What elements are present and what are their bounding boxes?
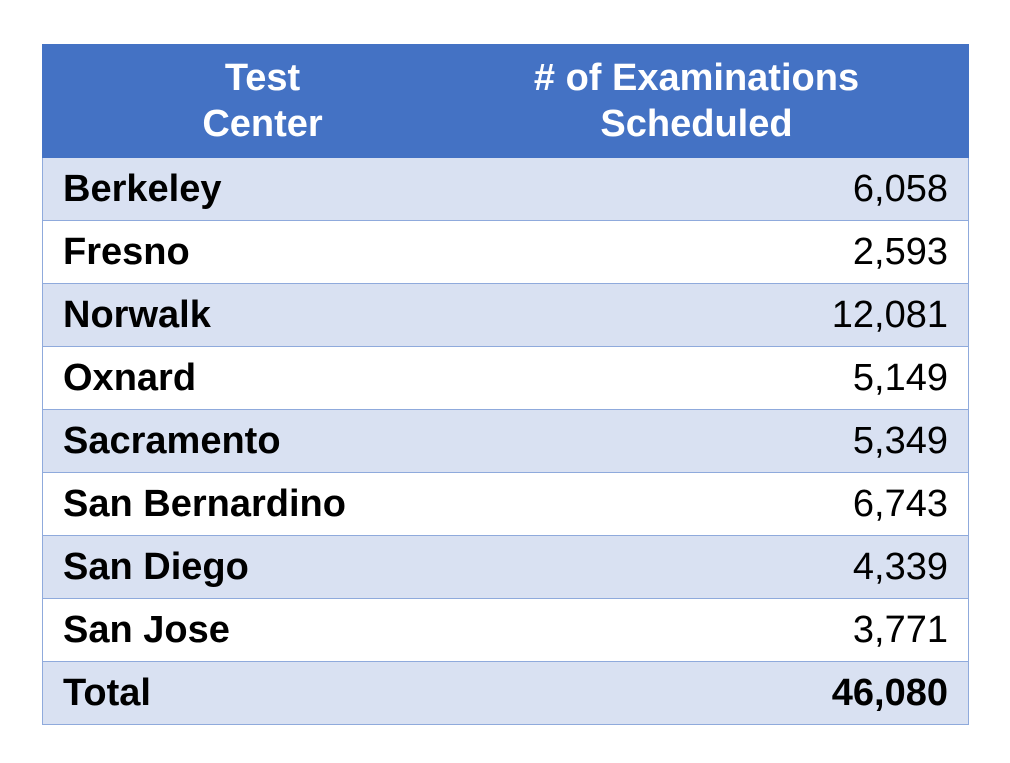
row-exam-count: 12,081 — [478, 283, 969, 347]
total-row: Total 46,080 — [42, 661, 969, 725]
row-exam-count: 6,058 — [478, 157, 969, 221]
table-row: Fresno 2,593 — [42, 220, 969, 284]
table-row: San Jose 3,771 — [42, 598, 969, 662]
row-exam-count: 2,593 — [478, 220, 969, 284]
table-row: Oxnard 5,149 — [42, 346, 969, 410]
examinations-table: Test Center # of Examinations Scheduled … — [42, 44, 969, 725]
row-exam-count: 5,349 — [478, 409, 969, 473]
row-center-name: San Diego — [42, 535, 479, 599]
header-row: Test Center # of Examinations Scheduled — [42, 44, 969, 158]
table-header: Test Center # of Examinations Scheduled — [42, 44, 969, 158]
table-row: San Bernardino 6,743 — [42, 472, 969, 536]
header-test-center: Test Center — [42, 44, 479, 158]
table-row: Berkeley 6,058 — [42, 157, 969, 221]
row-exam-count: 4,339 — [478, 535, 969, 599]
table-row: San Diego 4,339 — [42, 535, 969, 599]
row-exam-count: 3,771 — [478, 598, 969, 662]
row-center-name: Oxnard — [42, 346, 479, 410]
header-exams-scheduled-line-2: Scheduled — [600, 103, 793, 145]
row-center-name: Berkeley — [42, 157, 479, 221]
row-center-name: San Jose — [42, 598, 479, 662]
row-center-name: Sacramento — [42, 409, 479, 473]
row-center-name: Fresno — [42, 220, 479, 284]
total-label: Total — [42, 661, 479, 725]
table-body: Berkeley 6,058 Fresno 2,593 Norwalk 12,0… — [42, 157, 969, 725]
table-row: Norwalk 12,081 — [42, 283, 969, 347]
header-test-center-line-2: Center — [202, 103, 323, 145]
row-center-name: San Bernardino — [42, 472, 479, 536]
row-center-name: Norwalk — [42, 283, 479, 347]
header-exams-scheduled-line-1: # of Examinations — [533, 57, 860, 99]
row-exam-count: 5,149 — [478, 346, 969, 410]
header-exams-scheduled: # of Examinations Scheduled — [478, 44, 969, 158]
examinations-table-container: Test Center # of Examinations Scheduled … — [42, 44, 969, 725]
row-exam-count: 6,743 — [478, 472, 969, 536]
header-test-center-line-1: Test — [224, 57, 301, 99]
total-count: 46,080 — [478, 661, 969, 725]
table-row: Sacramento 5,349 — [42, 409, 969, 473]
